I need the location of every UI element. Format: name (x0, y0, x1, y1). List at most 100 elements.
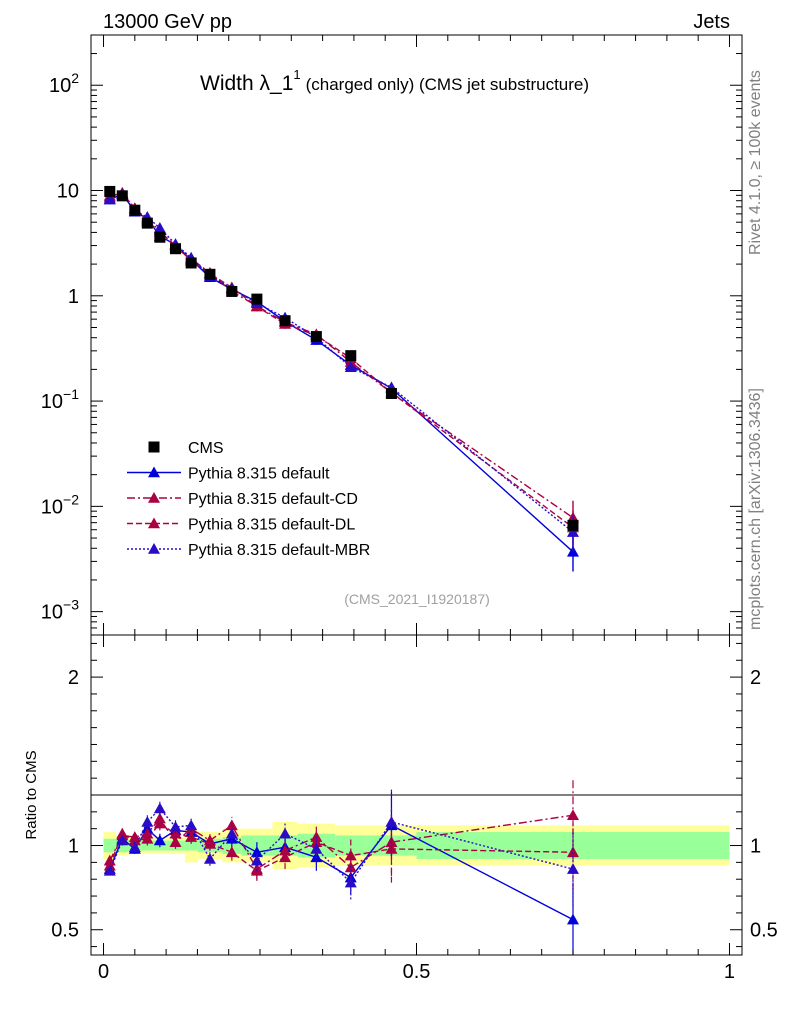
ratio-series-marker (385, 815, 398, 827)
ratio-y-tick-label: 0.5 (51, 920, 79, 942)
data-marker (154, 231, 166, 243)
legend: CMS Pythia 8.315 default Pythia 8.315 defa… (127, 440, 370, 559)
data-marker (104, 185, 116, 197)
main-y-tick-label: 10−1 (41, 386, 79, 413)
legend-label: Pythia 8.315 default-DL (188, 517, 355, 534)
ratio-series (103, 778, 579, 955)
plot-title-main: Width λ_1 (200, 72, 293, 95)
ratio-band-inner (184, 840, 198, 851)
data-marker (204, 268, 216, 280)
ratio-y-tick-label: 1 (68, 836, 79, 858)
data-marker (567, 519, 579, 531)
legend-label: Pythia 8.315 default (188, 466, 330, 483)
data-marker (251, 293, 263, 305)
ratio-series-marker (566, 913, 579, 925)
plot-title: Width λ_11 (charged only) (CMS jet substr… (200, 67, 589, 95)
ratio-series-marker (153, 834, 166, 846)
main-y-tick-labels: 10−3 10−2 10−1 1 10 102 (41, 70, 79, 623)
x-tick-label: 0.5 (403, 961, 431, 983)
ratio-series-marker (203, 837, 216, 849)
data-marker (226, 285, 238, 297)
ratio-series-marker (185, 819, 198, 831)
ratio-y-tick-labels: 0.5 0.5 1 1 2 2 (51, 667, 778, 942)
data-marker (141, 217, 153, 229)
main-series-marker (153, 222, 166, 233)
ratio-y-tick-label-right: 2 (750, 667, 761, 689)
ratio-series-marker (566, 809, 579, 821)
ratio-y-tick-label-right: 1 (750, 836, 761, 858)
main-series (103, 185, 579, 572)
ratio-axis-ticks (91, 635, 742, 955)
main-y-tick-label: 10−2 (41, 491, 79, 518)
ratio-series-marker (566, 863, 579, 874)
legend-marker (148, 543, 160, 554)
ratio-series-marker (250, 846, 263, 858)
mcplots-label: mcplots.cern.ch [arXiv:1306.3436] (747, 388, 764, 630)
ratio-series-marker (169, 836, 182, 847)
category-label: Jets (693, 11, 730, 33)
data-marker (185, 257, 197, 269)
ratio-series-marker (169, 821, 182, 832)
ratio-series-marker (225, 827, 238, 839)
ratio-series-marker (103, 864, 116, 876)
data-marker (279, 315, 291, 327)
data-marker (170, 243, 182, 255)
ratio-series-marker (225, 846, 238, 858)
main-series-marker (344, 361, 357, 372)
ratio-series-marker (185, 831, 198, 842)
main-y-tick-label: 1 (68, 286, 79, 308)
main-series-marker (566, 526, 579, 537)
ratio-band-inner (103, 838, 117, 853)
ratio-band-inner (335, 835, 367, 856)
ratio-uncertainty-bands (103, 821, 730, 870)
legend-marker (148, 492, 160, 503)
rivet-label: Rivet 4.1.0, ≥ 100k events (747, 70, 764, 255)
data-marker (385, 388, 397, 400)
data-marker (129, 204, 141, 216)
ratio-panel: 0.5 0.5 1 1 2 2 0 0.5 1 Ratio to CMS (23, 634, 778, 983)
main-axis-ticks (91, 34, 742, 636)
x-tick-labels: 0 0.5 1 (98, 961, 735, 983)
energy-label: 13000 GeV pp (103, 11, 232, 33)
legend-marker (148, 517, 160, 529)
ratio-series-marker (225, 819, 238, 831)
data-marker (310, 331, 322, 343)
ratio-series-marker (279, 851, 292, 863)
ratio-series-group (103, 788, 579, 907)
legend-marker (148, 466, 160, 478)
legend-label: CMS (188, 440, 224, 457)
ratio-series-group (103, 791, 579, 955)
ratio-series-marker (310, 842, 323, 854)
ratio-series-marker (153, 817, 166, 829)
x-tick-label: 0 (98, 961, 109, 983)
main-series-line (109, 192, 574, 519)
main-y-tick-label: 102 (49, 70, 79, 97)
ratio-series-marker (153, 802, 166, 814)
legend-marker (148, 441, 160, 453)
ratio-series-marker (344, 849, 357, 861)
main-series-line (109, 192, 574, 529)
ratio-series-marker (203, 853, 216, 864)
ratio-series-marker (116, 834, 129, 846)
ratio-series-marker (344, 876, 357, 888)
main-series-marker (103, 193, 116, 204)
ratio-y-tick-label: 2 (68, 667, 79, 689)
main-y-tick-label: 10−3 (41, 597, 79, 624)
ratio-series-marker (250, 854, 263, 866)
legend-label: Pythia 8.315 default-MBR (188, 542, 370, 559)
main-y-tick-label: 10 (57, 181, 79, 203)
data-marker (116, 190, 128, 202)
plot-title-suffix: (charged only) (CMS jet substructure) (306, 75, 589, 94)
ratio-series-marker (128, 841, 141, 853)
ratio-series-marker (385, 842, 398, 854)
ratio-series-marker (566, 846, 579, 858)
ratio-y-label: Ratio to CMS (23, 750, 40, 839)
ratio-y-tick-label-right: 0.5 (750, 920, 778, 942)
plot-title-sup: 1 (293, 67, 300, 82)
ratio-series-marker (141, 832, 154, 844)
ratio-band-inner (141, 840, 154, 851)
ratio-series-marker (141, 815, 154, 827)
legend-label: Pythia 8.315 default-CD (188, 491, 358, 508)
